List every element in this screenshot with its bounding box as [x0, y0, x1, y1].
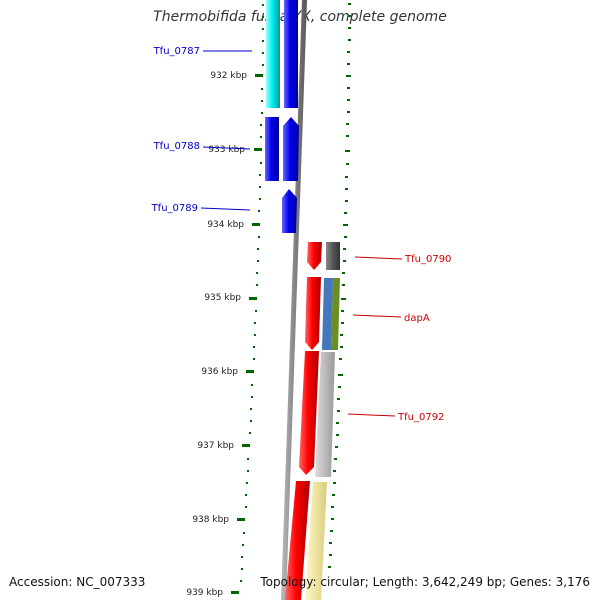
accession-text: Accession: NC_007333: [9, 575, 146, 589]
ruler-tick-label: 934 kbp: [207, 220, 244, 230]
cds-arrow-forward[interactable]: [265, 117, 279, 181]
map-title: Thermobifida fusca YX, complete genome: [153, 9, 447, 25]
ruler-tick-label: 936 kbp: [201, 367, 238, 377]
cds-arrow-forward[interactable]: [284, 0, 298, 108]
ruler-tick: 933 kbp: [208, 145, 262, 155]
ruler-tick-label: 939 kbp: [186, 588, 223, 598]
ruler-tick: 937 kbp: [197, 441, 250, 451]
kbp-ruler: 932 kbp 933 kbp 934 kbp 935 kbp 936 kbp …: [186, 71, 263, 598]
ruler-tick-label: 937 kbp: [197, 441, 234, 451]
orf-band[interactable]: [322, 278, 333, 350]
gene-label-text: Tfu_0792: [397, 412, 444, 423]
orf-band[interactable]: [315, 352, 335, 477]
gene-label-tfu-0788[interactable]: Tfu_0788: [153, 141, 251, 152]
ruler-tick: 939 kbp: [186, 588, 239, 598]
ruler-tick: 934 kbp: [207, 220, 260, 230]
cds-arrow-reverse[interactable]: [307, 242, 322, 270]
inner-dotted-ring: [240, 4, 264, 582]
genome-backbone: [281, 0, 307, 600]
cds-arrow-forward[interactable]: [282, 189, 297, 233]
gene-label-tfu-0790[interactable]: Tfu_0790: [354, 254, 451, 265]
gene-label-text: Tfu_0789: [151, 203, 198, 214]
ruler-tick: 936 kbp: [201, 367, 254, 377]
ruler-tick: 938 kbp: [192, 515, 245, 525]
cds-arrow-forward[interactable]: [266, 0, 280, 108]
topology-text: Topology: circular; Length: 3,642,249 bp…: [260, 575, 590, 589]
outer-dotted-ring: [328, 3, 351, 568]
ruler-tick-label: 933 kbp: [208, 145, 245, 155]
gene-label-tfu-0789[interactable]: Tfu_0789: [151, 203, 251, 214]
ruler-tick: 935 kbp: [204, 293, 257, 303]
cds-arrow-reverse[interactable]: [305, 277, 321, 350]
gene-label-tfu-0787[interactable]: Tfu_0787: [153, 46, 252, 57]
ruler-tick-label: 938 kbp: [192, 515, 229, 525]
gene-label-text: Tfu_0790: [404, 254, 451, 265]
ruler-tick-label: 932 kbp: [210, 71, 247, 81]
cds-arrow-reverse[interactable]: [299, 351, 319, 475]
cds-arrow-reverse[interactable]: [285, 481, 310, 600]
gene-label-text: Tfu_0787: [153, 46, 200, 57]
orf-band[interactable]: [331, 278, 340, 350]
orf-track: [305, 242, 340, 600]
forward-strand-track: [265, 0, 299, 233]
orf-band[interactable]: [326, 242, 340, 270]
gene-labels: Tfu_0787 Tfu_0788 Tfu_0789 Tfu_0790 dapA…: [151, 46, 452, 423]
gene-label-dapa[interactable]: dapA: [352, 313, 430, 324]
reverse-strand-track: [285, 242, 322, 600]
ruler-tick-label: 935 kbp: [204, 293, 241, 303]
orf-band[interactable]: [305, 482, 327, 600]
ruler-tick: 932 kbp: [210, 71, 263, 81]
cds-arrow-forward[interactable]: [283, 117, 299, 181]
gene-label-text: dapA: [404, 313, 430, 324]
gene-label-tfu-0792[interactable]: Tfu_0792: [347, 412, 444, 423]
gene-label-text: Tfu_0788: [153, 141, 200, 152]
